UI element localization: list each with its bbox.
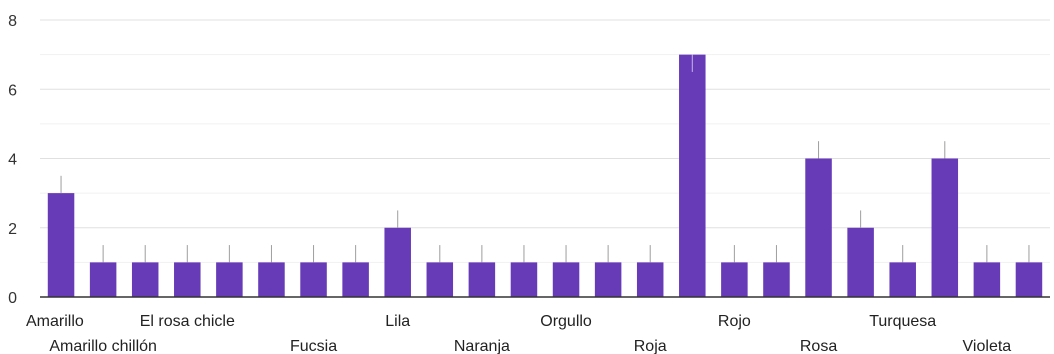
category-label: Violeta [963,338,1012,354]
bars [47,54,1043,297]
category-label: Rojo [718,313,751,330]
bar [973,262,1001,297]
category-label: Amarillo [26,313,84,330]
y-tick-label: 0 [8,290,17,307]
bar [636,262,664,297]
y-tick-label: 2 [8,221,17,238]
category-label: Lila [385,313,410,330]
bar [805,158,832,297]
bar [384,227,411,297]
y-tick-label: 4 [8,152,17,169]
bar [258,262,285,297]
y-tick-label: 8 [8,13,17,30]
bar [426,262,454,297]
bar [174,262,201,297]
grid-lines [40,19,1050,263]
bar [1015,262,1043,297]
bar [594,262,622,297]
bar [679,54,706,297]
bar [89,262,117,297]
category-label: Orgullo [540,313,592,330]
category-label: Naranja [454,338,510,354]
bar [931,158,959,297]
bar [300,262,327,297]
bar [510,262,538,297]
category-label: Fucsia [290,338,337,354]
bar [342,262,369,297]
bar [468,262,496,297]
error-bars [60,54,1030,263]
bar [763,262,790,297]
category-label: El rosa chicle [140,313,235,330]
y-axis-ticks: 0 2 4 6 8 [8,13,17,307]
category-label: Turquesa [869,313,936,330]
y-tick-label: 6 [8,82,17,99]
bar [216,262,243,297]
bar [721,262,748,297]
bar [889,262,916,297]
category-label: Roja [634,338,667,354]
category-label: Rosa [800,338,837,354]
x-axis-labels: Amarillo Amarillo chillón El rosa chicle Fu… [26,313,1011,354]
bar [847,227,874,297]
bar [131,262,159,297]
bar [552,262,580,297]
category-label: Amarillo chillón [49,338,157,354]
bar [47,193,75,297]
